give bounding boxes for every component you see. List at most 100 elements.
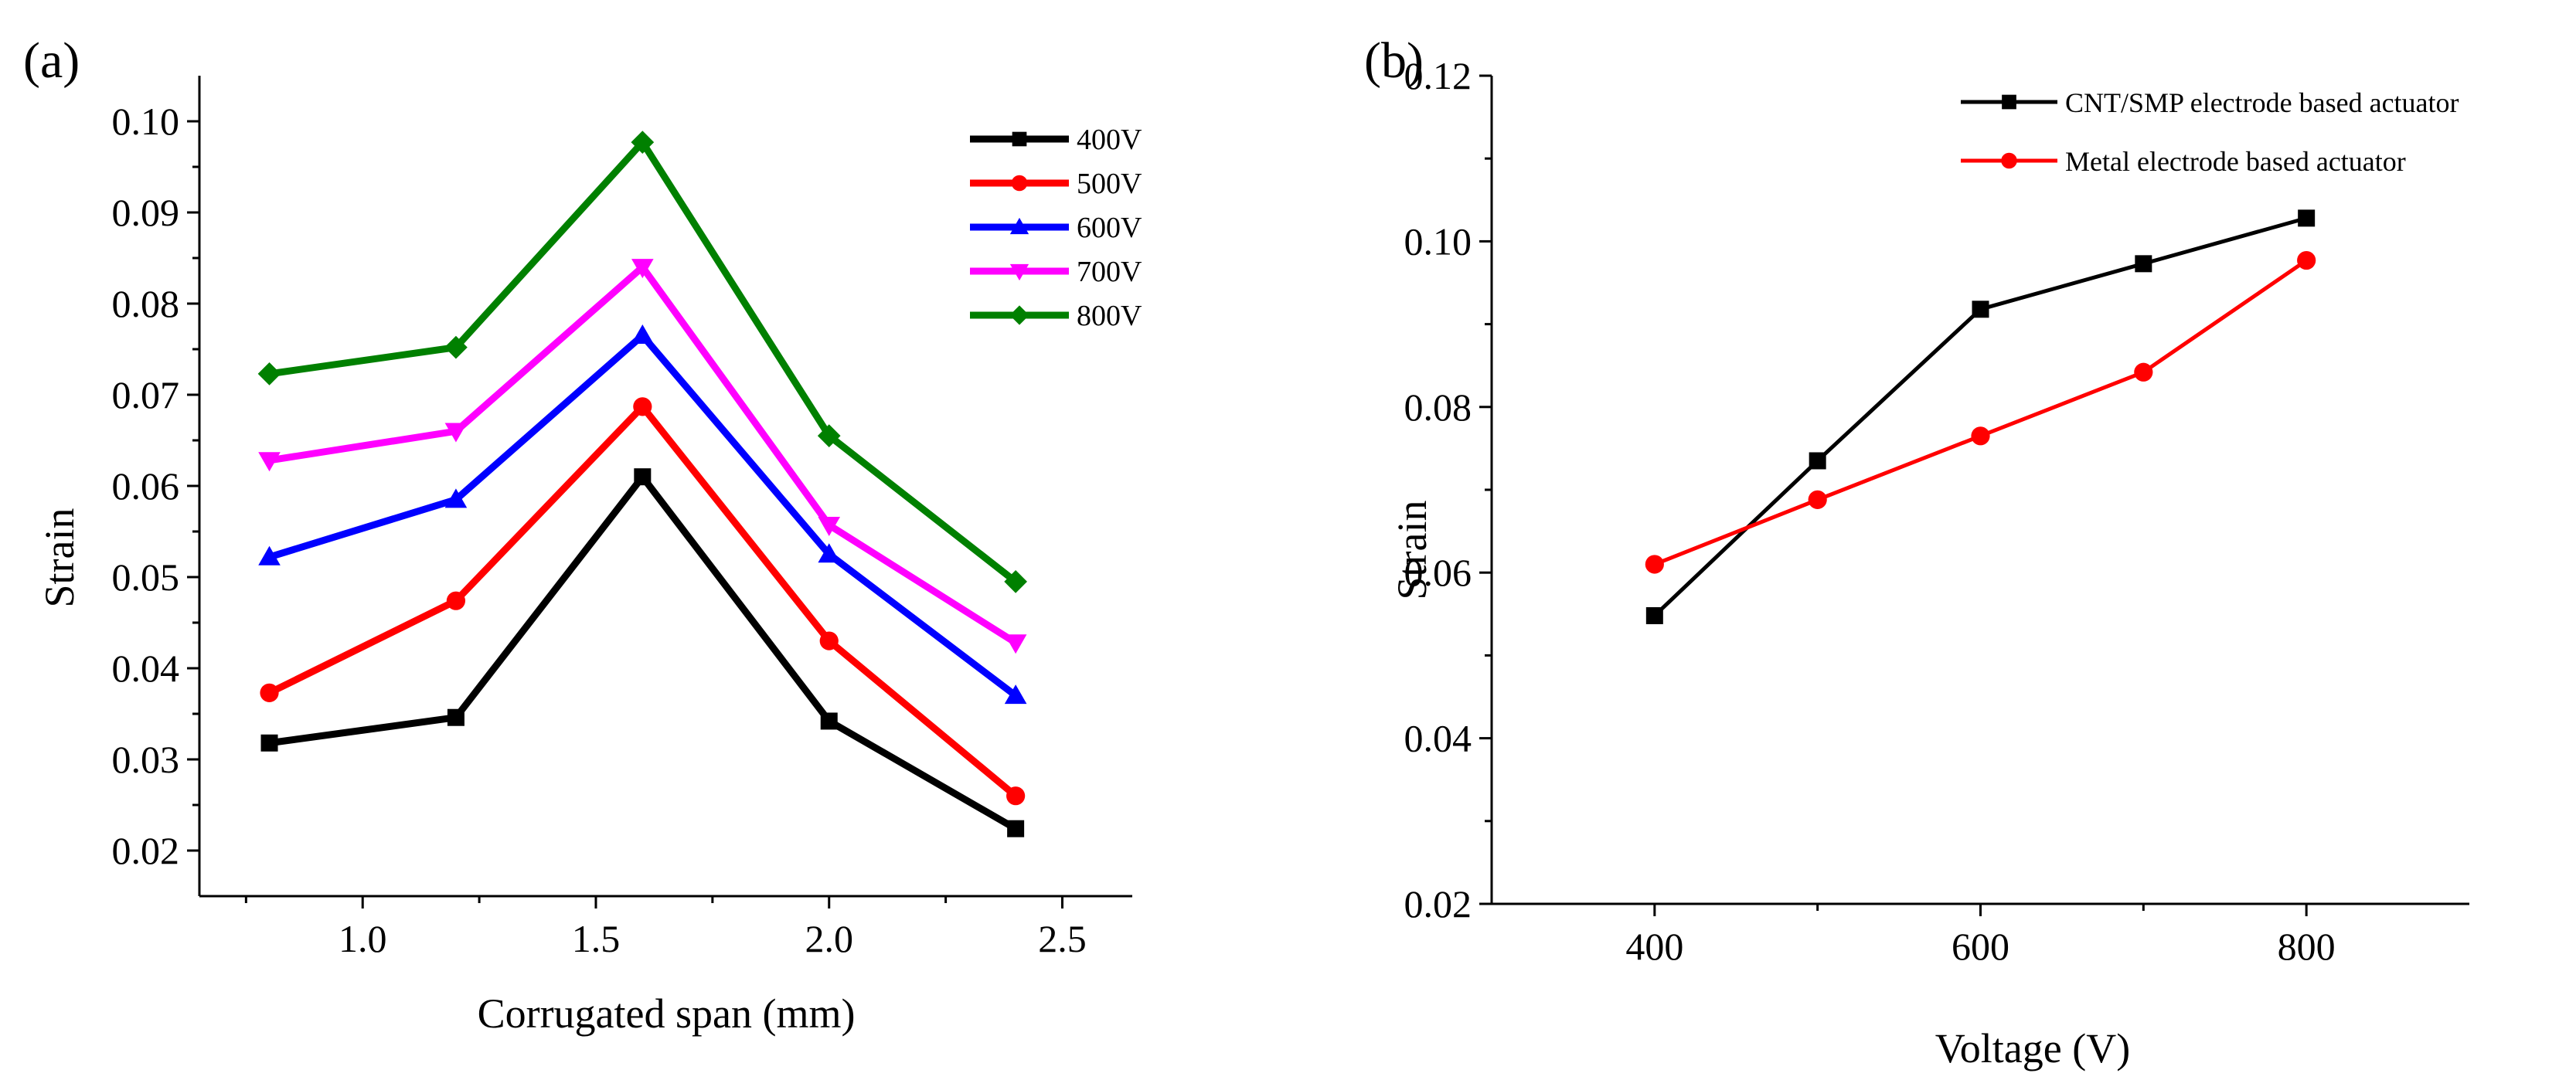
x-tick-label: 2.5	[1038, 917, 1087, 960]
panel-b-label: (b)	[1364, 32, 1424, 89]
plot-b: 0.02 0.04 0.06 0.08 0.10 0.12 400 600 800 CNT/SMP…	[1404, 54, 2469, 968]
data-point	[2135, 255, 2152, 273]
panel-a-label: (a)	[23, 32, 80, 89]
data-point	[1004, 634, 1027, 654]
y-tick-label: 0.08	[112, 282, 180, 325]
plot-a: 0.02 0.03 0.04 0.05 0.06 0.07 0.08 0.09 0.10 1.0 1…	[112, 76, 1142, 960]
legend-label: 500V	[1077, 168, 1142, 200]
y-tick-label: 0.10	[1404, 219, 1472, 263]
legend-item: CNT/SMP electrode based actuator	[1961, 87, 2459, 118]
data-point	[1006, 786, 1026, 806]
panel-b: (b) 0.02 0.04 0.06 0.08 0.10 0.12 400 600 800 CNT…	[1364, 32, 2469, 1072]
series-400v	[260, 468, 1025, 837]
data-point	[258, 452, 281, 472]
legend: CNT/SMP electrode based actuator Metal el…	[1961, 87, 2459, 177]
series-line-400v	[268, 473, 1018, 832]
y-tick-label: 0.08	[1404, 385, 1472, 429]
series-800v	[257, 131, 1027, 593]
data-point	[1004, 570, 1027, 593]
data-point	[1645, 555, 1664, 574]
panel-a: (a) 0.02 0.03 0.04 0.05 0.06 0.07 0.08 0.09 0.10…	[23, 32, 1142, 1037]
legend-item: 800V	[970, 300, 1142, 332]
data-point	[819, 631, 839, 650]
legend-swatch-marker	[1009, 305, 1029, 325]
data-point	[1971, 426, 1990, 446]
legend-label: 600V	[1077, 212, 1142, 244]
data-point	[2134, 362, 2153, 382]
data-point	[444, 423, 468, 443]
y-tick-label: 0.12	[1404, 54, 1472, 97]
data-point	[260, 734, 278, 752]
series-cnt-smp-electrode-based-actuator	[1645, 209, 2316, 624]
data-point	[631, 131, 655, 154]
data-point	[1972, 301, 1989, 318]
data-point	[1808, 490, 1827, 509]
x-tick-label: 600	[1952, 925, 2009, 968]
data-point	[446, 591, 466, 610]
data-point	[258, 545, 281, 565]
legend-item: 400V	[970, 124, 1142, 156]
data-point	[631, 259, 654, 279]
legend-swatch-marker	[1011, 175, 1028, 192]
x-tick-label: 2.0	[805, 917, 853, 960]
legend-swatch-marker	[1009, 217, 1029, 235]
data-point	[818, 517, 841, 537]
legend-item: 700V	[970, 256, 1142, 288]
data-point	[817, 424, 841, 447]
legend-swatch-marker	[2002, 94, 2016, 110]
y-tick-label: 0.04	[112, 647, 180, 690]
data-point	[2298, 209, 2316, 227]
data-point	[260, 683, 279, 702]
y-tick-label: 0.09	[112, 191, 180, 234]
data-point	[1645, 606, 1663, 624]
legend-item: Metal electrode based actuator	[1961, 146, 2406, 177]
legend-swatch-marker	[1009, 263, 1029, 281]
series-line-cnt-smp-electrode-based-actuator	[1653, 216, 2307, 617]
series-line-800v	[268, 138, 1018, 585]
legend-label: Metal electrode based actuator	[2065, 146, 2406, 177]
series-600v	[258, 324, 1027, 705]
x-tick-label: 1.5	[572, 917, 621, 960]
series-metal-electrode-based-actuator	[1645, 250, 2316, 574]
data-point	[444, 488, 468, 508]
data-point	[1809, 452, 1826, 470]
series-line-700v	[268, 263, 1018, 646]
legend-label: 400V	[1077, 124, 1142, 156]
legend-label: 800V	[1077, 300, 1142, 332]
y-tick-label: 0.02	[1404, 882, 1472, 925]
legend-label: 700V	[1077, 256, 1142, 288]
y-axis-title: Strain	[36, 508, 83, 608]
y-tick-label: 0.06	[1404, 551, 1472, 594]
data-point	[444, 335, 468, 359]
y-tick-label: 0.02	[112, 829, 180, 872]
data-point	[631, 324, 654, 345]
data-point	[1007, 820, 1025, 837]
data-point	[2297, 250, 2316, 270]
data-point	[820, 712, 838, 730]
series-700v	[258, 259, 1027, 654]
y-tick-label: 0.10	[112, 100, 180, 143]
legend-swatch-marker	[1012, 131, 1027, 147]
x-tick-label: 400	[1625, 925, 1683, 968]
data-point	[447, 708, 464, 726]
series-line-600v	[268, 331, 1018, 698]
series-500v	[260, 397, 1026, 806]
y-tick-label: 0.07	[112, 373, 180, 416]
y-axis-title: Strain	[1389, 501, 1435, 600]
data-point	[634, 468, 652, 486]
y-tick-label: 0.05	[112, 555, 180, 599]
data-point	[1004, 684, 1027, 705]
legend-item: 600V	[970, 212, 1142, 244]
y-tick-label: 0.03	[112, 738, 180, 781]
legend-label: CNT/SMP electrode based actuator	[2065, 87, 2459, 118]
data-point	[818, 543, 841, 563]
legend-item: 500V	[970, 168, 1142, 200]
y-tick-label: 0.06	[112, 464, 180, 508]
data-point	[257, 362, 281, 385]
legend-swatch-marker	[2001, 152, 2017, 169]
series-line-500v	[267, 402, 1019, 799]
x-tick-label: 800	[2278, 925, 2336, 968]
data-point	[633, 397, 652, 416]
y-tick-label: 0.04	[1404, 717, 1472, 760]
